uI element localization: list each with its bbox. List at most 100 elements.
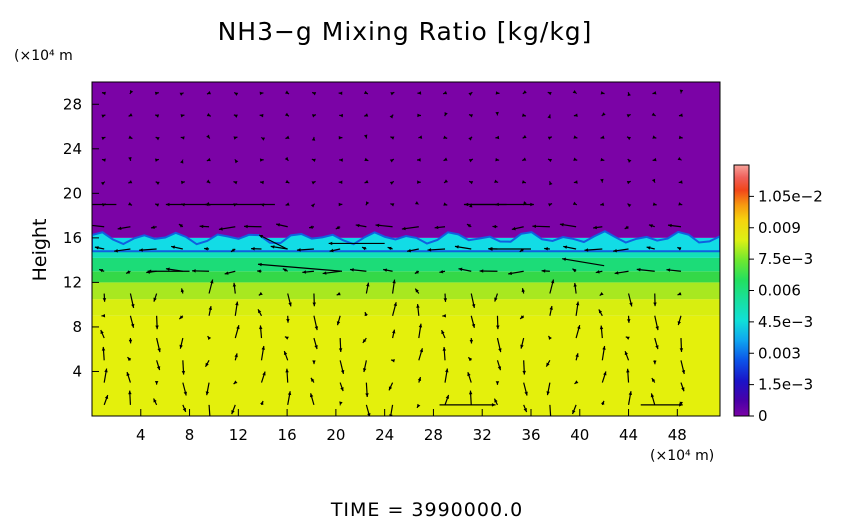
wind-vector-head [206,157,211,162]
wind-vector-head [126,270,131,274]
wind-vector-head [182,407,186,412]
wind-vector [208,404,211,416]
wind-vector-head [601,112,606,116]
wind-vector-head [441,330,445,335]
colorbar-tick-label: 1.05e−2 [758,187,823,205]
wind-vector-head [625,336,630,340]
colorbar-tick-label: 0.009 [758,219,801,237]
wind-vector-head [573,135,578,139]
wind-vector-head [312,92,317,96]
wind-vector-head [155,137,160,141]
wind-vector-head [104,368,108,373]
wind-vector-head [548,203,553,207]
wind-vector-head [418,323,423,328]
wind-vector-head [653,360,657,365]
wind-vector-head [652,135,657,139]
colorbar [733,164,750,417]
wind-vector-head [522,134,527,139]
wind-vector-head [655,345,659,350]
wind-vector-head [389,159,394,163]
wind-vector-head [310,203,315,208]
wind-vector-strong-head [257,262,262,267]
wind-vector-head [445,394,450,399]
wind-vector-head [595,270,600,274]
wind-vector-head [285,90,289,94]
wind-vector-head [205,362,209,367]
wind-vector-head [651,112,656,116]
y-tick-label: 24 [63,140,82,158]
wind-vector-head [494,297,498,302]
wind-vector-head [338,135,343,140]
wind-vector-head [547,92,552,96]
wind-vector-strong-head [530,202,534,207]
wind-vector-head [390,92,395,96]
wind-vector-head [235,301,239,306]
wind-vector-head [155,325,159,330]
wind-vector-head [559,223,564,227]
wind-vector-head [180,180,185,185]
wind-vector-head [678,180,683,184]
wind-vector-head [101,314,106,318]
wind-vector-strong [258,234,288,250]
wind-vector-head [393,302,397,307]
wind-vector-head [468,114,473,118]
wind-vector-head [258,291,263,296]
wind-vector-head [479,269,484,273]
wind-vector-strong-head [464,202,469,207]
colorbar-tick-label: 0.003 [758,344,801,362]
wind-vector-head [458,267,463,272]
wind-vector-head [206,113,211,117]
wind-vector-head [362,368,367,372]
wind-vector-head [375,223,380,228]
wind-vector-head [681,387,685,392]
wind-vector-head [230,248,235,252]
wind-vector-head [466,224,471,228]
wind-vector-head [233,114,238,118]
y-axis-label: Height [29,219,51,282]
wind-vector-head [340,370,345,374]
wind-vector-head [666,268,671,272]
wind-vector-head [417,180,421,184]
wind-vector-head [128,135,133,139]
wind-vector-head [99,269,104,273]
wind-vector-head [126,372,130,376]
wind-vector-head [522,370,526,375]
wind-vector-head [210,279,214,284]
wind-vector-head [286,318,290,323]
wind-vector-head [101,346,106,351]
wind-vector-head [392,279,396,284]
wind-vector-head [224,271,229,275]
wind-vector-head [624,351,629,356]
wind-vector-head [383,268,388,272]
wind-vector-head [468,390,473,395]
wind-vector-head [270,245,275,249]
wind-vector-head [521,180,526,184]
wind-vector-head [417,113,422,118]
wind-vector-head [681,370,686,374]
wind-vector-head [442,313,447,318]
wind-vector-head [155,203,160,207]
wind-vector-head [314,345,318,350]
wind-vector-head [364,113,369,117]
wind-vector-field [92,89,686,416]
wind-vector-head [336,292,341,296]
wind-vector-head [655,326,659,331]
wind-vector-head [546,391,550,396]
wind-vector-head [495,157,500,162]
wind-vector-head [443,135,448,139]
wind-vector-head [442,347,447,351]
wind-vector-head [355,223,360,228]
wind-vector-head [260,401,264,405]
wind-vector-head [338,202,343,207]
wind-vector-head [414,201,419,205]
wind-vector-head [629,302,633,307]
wind-vector-head [575,301,580,306]
wind-vector-head [312,360,316,365]
wind-vector [549,404,552,416]
y-unit-label: (×10⁴ m [14,48,73,64]
wind-vector-head [519,248,524,252]
wind-vector-head [417,158,421,162]
wind-vector-head [390,203,395,207]
wind-vector-head [679,89,684,94]
wind-vector-head [312,302,316,307]
